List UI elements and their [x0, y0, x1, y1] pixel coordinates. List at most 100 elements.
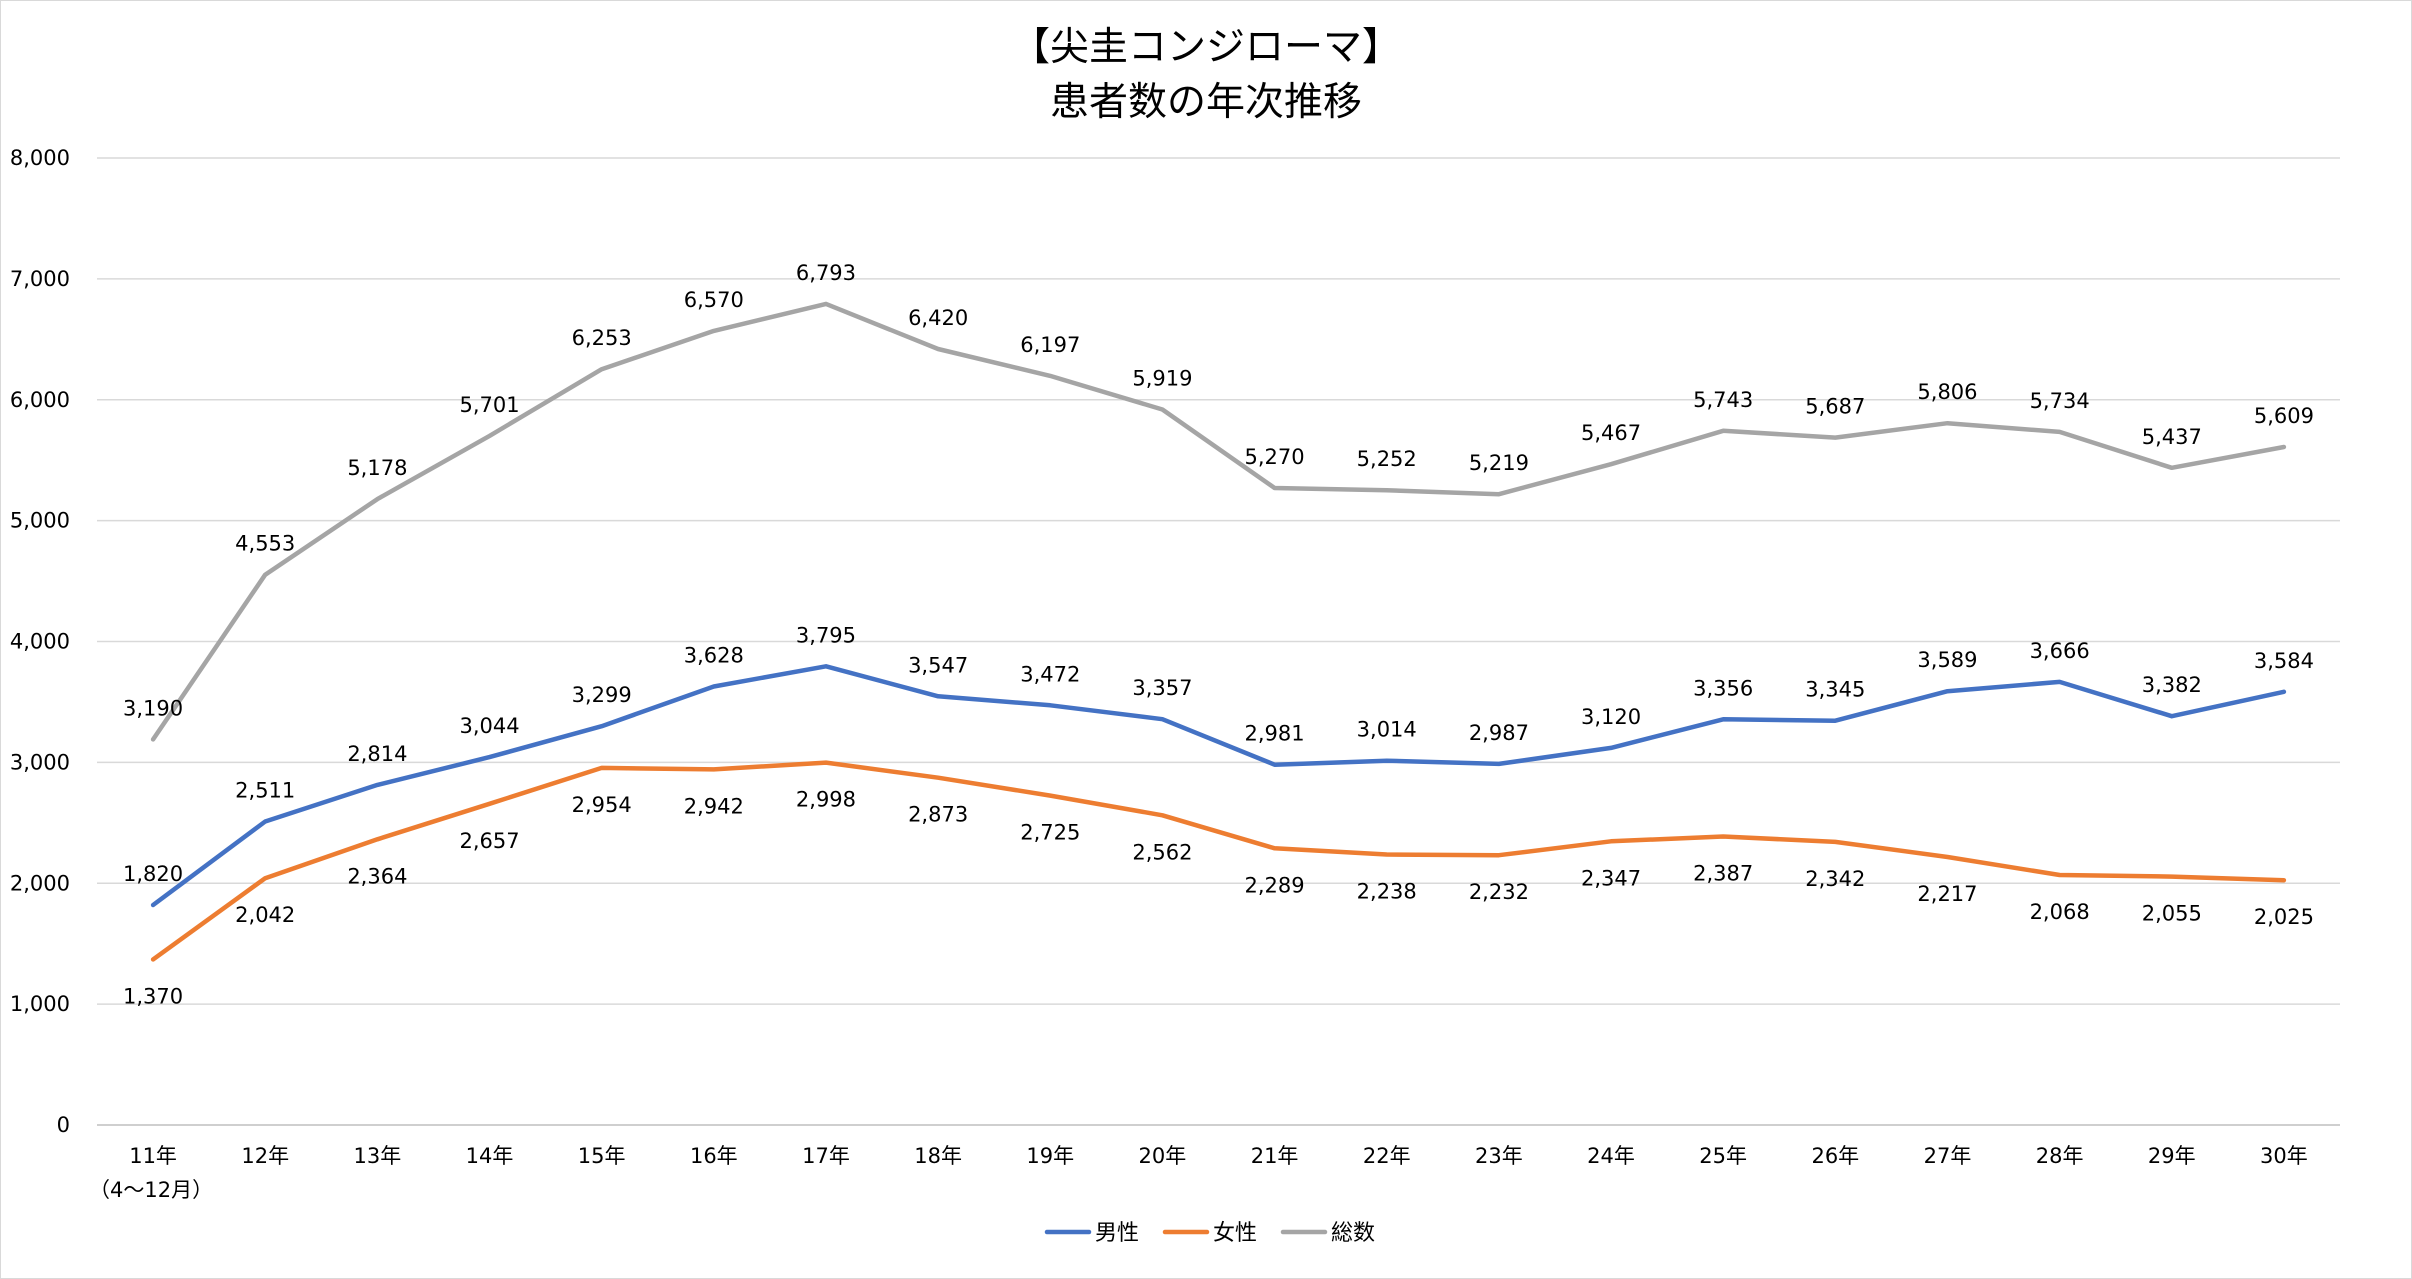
data-label-s1-9: 2,562 — [1132, 840, 1192, 864]
data-label-s0-11: 3,014 — [1357, 718, 1417, 742]
data-label-s1-18: 2,055 — [2142, 902, 2202, 926]
series-lines — [150, 301, 2287, 962]
data-label-s2-5: 6,570 — [684, 288, 744, 312]
data-label-s0-3: 3,044 — [459, 714, 519, 738]
data-label-s2-2: 5,178 — [347, 456, 407, 480]
data-label-s0-14: 3,356 — [1693, 676, 1753, 700]
data-label-s0-18: 3,382 — [2142, 673, 2202, 697]
data-label-s0-4: 3,299 — [572, 683, 632, 707]
legend: 男性 女性 総数 — [1044, 1221, 1375, 1246]
data-label-s1-13: 2,347 — [1581, 866, 1641, 890]
x-tick-label-16: 27年 — [1924, 1144, 1972, 1168]
data-label-s1-12: 2,232 — [1469, 880, 1529, 904]
data-label-s1-10: 2,289 — [1245, 873, 1305, 897]
data-label-s1-6: 2,998 — [796, 788, 856, 812]
data-label-s1-11: 2,238 — [1357, 879, 1417, 903]
data-label-s2-3: 5,701 — [459, 393, 519, 417]
data-labels: 1,820 2,511 2,814 3,044 3,299 3,628 3,795 3,547… — [123, 261, 2314, 1009]
data-label-s0-7: 3,547 — [908, 653, 968, 677]
y-tick-label-7000: 7,000 — [10, 267, 70, 291]
x-tick-note: （4～12月） — [89, 1178, 213, 1202]
x-tick-label-8: 19年 — [1026, 1144, 1074, 1168]
data-label-s2-19: 5,609 — [2254, 404, 2314, 428]
x-tick-label-14: 25年 — [1699, 1144, 1747, 1168]
x-tick-label-2: 13年 — [354, 1144, 402, 1168]
y-tick-label-5000: 5,000 — [10, 509, 70, 533]
y-tick-label-2000: 2,000 — [10, 871, 70, 895]
series-line-1 — [150, 760, 2287, 962]
data-label-s2-1: 4,553 — [235, 532, 295, 556]
data-label-s0-9: 3,357 — [1132, 676, 1192, 700]
x-tick-label-5: 16年 — [690, 1144, 738, 1168]
legend-label-0: 男性 — [1095, 1221, 1139, 1246]
x-tick-label-15: 26年 — [1811, 1144, 1859, 1168]
data-label-s0-6: 3,795 — [796, 623, 856, 647]
x-tick-label-11: 22年 — [1363, 1144, 1411, 1168]
data-label-s1-19: 2,025 — [2254, 905, 2314, 929]
x-tick-label-7: 18年 — [914, 1144, 962, 1168]
x-tick-label-9: 20年 — [1139, 1144, 1187, 1168]
data-label-s0-8: 3,472 — [1020, 662, 1080, 686]
x-tick-label-6: 17年 — [802, 1144, 850, 1168]
x-tick-label-17: 28年 — [2036, 1144, 2084, 1168]
x-tick-label-12: 23年 — [1475, 1144, 1523, 1168]
data-label-s0-2: 2,814 — [347, 742, 407, 766]
chart-title-line1: 【尖圭コンジローマ】 — [1011, 25, 1401, 70]
x-tick-label-18: 29年 — [2148, 1144, 2196, 1168]
y-tick-label-3000: 3,000 — [10, 750, 70, 774]
data-label-s0-1: 2,511 — [235, 778, 295, 802]
data-label-s0-16: 3,589 — [1917, 648, 1977, 672]
data-label-s1-2: 2,364 — [347, 864, 407, 888]
x-tick-label-19: 30年 — [2260, 1144, 2308, 1168]
data-label-s2-16: 5,806 — [1917, 380, 1977, 404]
data-label-s1-17: 2,068 — [2030, 900, 2090, 924]
data-label-s0-17: 3,666 — [2030, 639, 2090, 663]
data-label-s2-0: 3,190 — [123, 696, 183, 720]
data-label-s1-5: 2,942 — [684, 794, 744, 818]
y-tick-label-1000: 1,000 — [10, 992, 70, 1016]
data-label-s0-0: 1,820 — [123, 862, 183, 886]
data-label-s2-17: 5,734 — [2030, 389, 2090, 413]
data-label-s0-13: 3,120 — [1581, 705, 1641, 729]
data-label-s2-7: 6,420 — [908, 306, 968, 330]
x-tick-label-10: 21年 — [1251, 1144, 1299, 1168]
series-line-2 — [150, 301, 2287, 742]
data-label-s0-12: 2,987 — [1469, 721, 1529, 745]
data-label-s1-7: 2,873 — [908, 803, 968, 827]
data-label-s0-5: 3,628 — [684, 643, 744, 667]
x-tick-label-13: 24年 — [1587, 1144, 1635, 1168]
y-tick-label-8000: 8,000 — [10, 146, 70, 170]
data-label-s1-1: 2,042 — [235, 903, 295, 927]
data-label-s0-10: 2,981 — [1245, 722, 1305, 746]
x-tick-label-4: 15年 — [578, 1144, 626, 1168]
data-label-s2-12: 5,219 — [1469, 451, 1529, 475]
data-label-s1-3: 2,657 — [459, 829, 519, 853]
y-tick-label-4000: 4,000 — [10, 630, 70, 654]
y-tick-label-6000: 6,000 — [10, 388, 70, 412]
data-label-s2-8: 6,197 — [1020, 333, 1080, 357]
y-axis: 0 1,000 2,000 3,000 4,000 5,000 6,000 7,000 8,00… — [10, 146, 70, 1137]
x-tick-label-1: 12年 — [241, 1144, 289, 1168]
data-label-s1-16: 2,217 — [1917, 882, 1977, 906]
data-label-s1-4: 2,954 — [572, 793, 632, 817]
data-label-s2-11: 5,252 — [1357, 447, 1417, 471]
data-label-s1-15: 2,342 — [1805, 867, 1865, 891]
legend-label-2: 総数 — [1331, 1221, 1375, 1246]
data-label-s2-6: 6,793 — [796, 261, 856, 285]
data-label-s2-9: 5,919 — [1132, 367, 1192, 391]
legend-label-1: 女性 — [1213, 1221, 1257, 1246]
data-label-s2-18: 5,437 — [2142, 425, 2202, 449]
y-tick-label-0: 0 — [57, 1113, 70, 1137]
data-label-s1-14: 2,387 — [1693, 861, 1753, 885]
x-axis: 11年 12年 13年 14年 15年 16年 17年 18年 19年 20年 21年 22年 23年 2… — [89, 1144, 2308, 1202]
data-label-s2-14: 5,743 — [1693, 388, 1753, 412]
x-tick-label-3: 14年 — [466, 1144, 514, 1168]
x-tick-label-0: 11年 — [129, 1144, 177, 1168]
data-label-s1-0: 1,370 — [123, 984, 183, 1008]
gridlines — [97, 157, 2340, 1126]
data-label-s1-8: 2,725 — [1020, 821, 1080, 845]
chart-title-line2: 患者数の年次推移 — [1050, 80, 1362, 125]
data-label-s2-13: 5,467 — [1581, 421, 1641, 445]
